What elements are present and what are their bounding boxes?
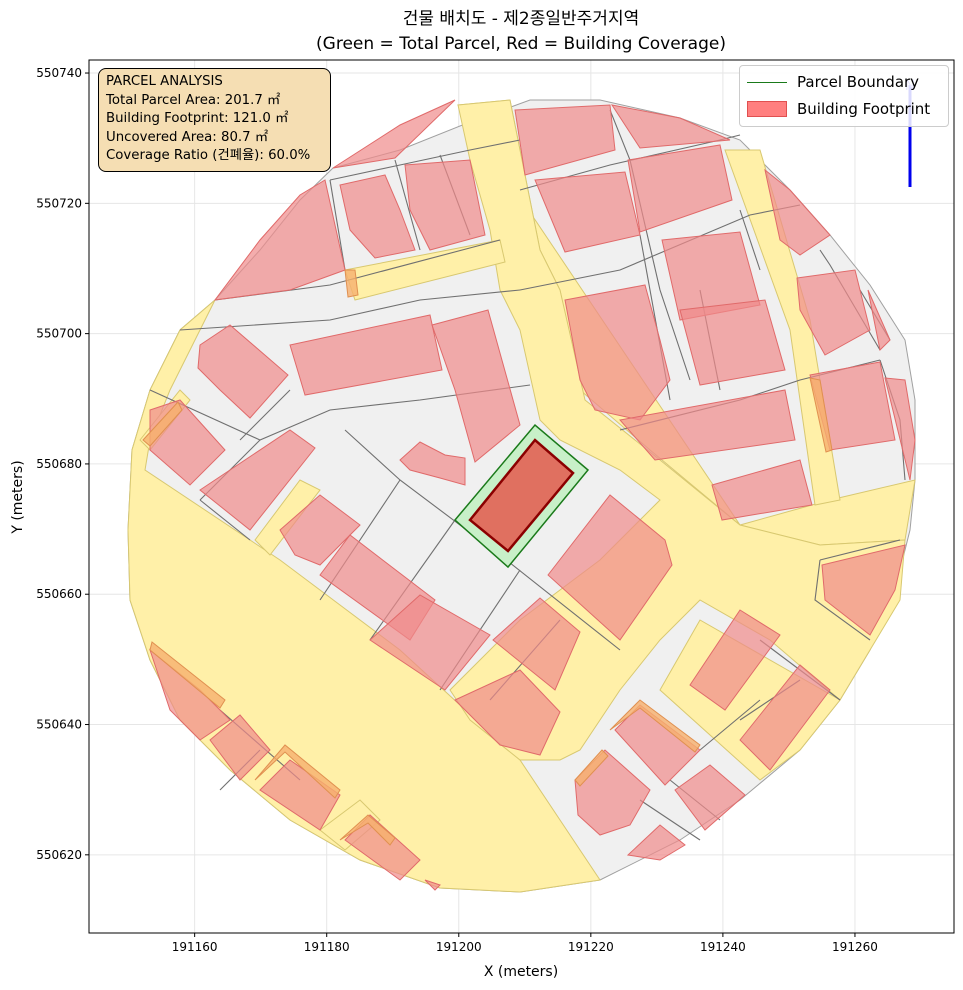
y-tick-label: 550640 bbox=[36, 718, 82, 732]
chart-title-line1: 건물 배치도 - 제2종일반주거지역 bbox=[403, 9, 639, 29]
parcel-analysis-box: PARCEL ANALYSIS Total Parcel Area: 201.7… bbox=[98, 68, 331, 172]
legend-label-parcel: Parcel Boundary bbox=[797, 73, 920, 91]
y-tick-label: 550680 bbox=[36, 457, 82, 471]
map-layer: N bbox=[89, 60, 954, 933]
legend-label-building: Building Footprint bbox=[797, 100, 931, 118]
legend: Parcel Boundary Building Footprint bbox=[739, 65, 949, 127]
x-tick-label: 191160 bbox=[172, 940, 218, 954]
target-building bbox=[468, 438, 575, 553]
x-axis: 191160 191180 191200 191220 191240 191260 bbox=[172, 933, 878, 954]
buildings bbox=[148, 99, 916, 891]
info-uncovered: Uncovered Area: 80.7 ㎡ bbox=[106, 129, 269, 145]
info-total-area: Total Parcel Area: 201.7 ㎡ bbox=[106, 92, 281, 108]
x-tick-label: 191220 bbox=[568, 940, 614, 954]
y-axis-label: Y (meters) bbox=[10, 460, 26, 534]
y-axis: 550740 550720 550700 550680 550660 550640 5506… bbox=[36, 66, 89, 862]
info-footprint: Building Footprint: 121.0 ㎡ bbox=[106, 111, 289, 127]
legend-item-building: Building Footprint bbox=[747, 98, 930, 120]
x-tick-label: 191180 bbox=[304, 940, 350, 954]
legend-item-parcel: Parcel Boundary bbox=[747, 71, 919, 93]
legend-patch-icon bbox=[747, 101, 787, 117]
chart-title-line2: (Green = Total Parcel, Red = Building Co… bbox=[316, 34, 726, 54]
highlighted-edges bbox=[142, 269, 833, 846]
info-coverage: Coverage Ratio (건폐율): 60.0% bbox=[106, 148, 311, 164]
plot-frame bbox=[88, 59, 955, 934]
y-tick-label: 550720 bbox=[36, 196, 82, 210]
info-heading: PARCEL ANALYSIS bbox=[106, 74, 223, 89]
x-axis-label: X (meters) bbox=[484, 964, 558, 980]
x-tick-label: 191260 bbox=[832, 940, 878, 954]
y-tick-label: 550740 bbox=[36, 66, 82, 80]
x-tick-label: 191200 bbox=[436, 940, 482, 954]
y-tick-label: 550660 bbox=[36, 587, 82, 601]
y-tick-label: 550700 bbox=[36, 327, 82, 341]
y-tick-label: 550620 bbox=[36, 848, 82, 862]
x-tick-label: 191240 bbox=[700, 940, 746, 954]
legend-line-icon bbox=[747, 81, 787, 83]
